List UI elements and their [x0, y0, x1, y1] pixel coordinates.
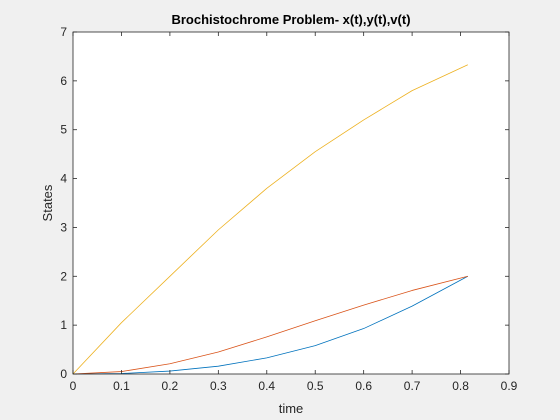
series-line-2 — [72, 275, 468, 375]
y-tick-label: 7 — [60, 25, 67, 39]
y-tick-label: 2 — [60, 269, 67, 283]
y-tick-label: 0 — [60, 367, 67, 381]
series-line-3 — [72, 64, 468, 375]
y-tick-label: 1 — [60, 318, 67, 332]
x-tick-label: 0.9 — [501, 379, 518, 393]
chart-title: Brochistochrome Problem- x(t),y(t),v(t) — [171, 12, 410, 27]
x-tick-label: 0 — [70, 379, 77, 393]
y-tick-label: 3 — [60, 220, 67, 234]
series-line-1 — [72, 275, 469, 375]
y-tick-label: 5 — [60, 123, 67, 137]
axes-box — [72, 31, 510, 375]
x-tick-label: 0.4 — [258, 379, 275, 393]
x-tick-label: 0.5 — [307, 379, 324, 393]
series-layer — [72, 64, 469, 375]
x-tick-label: 0.3 — [210, 379, 227, 393]
x-axis-label: time — [279, 401, 304, 416]
y-tick-label: 6 — [60, 74, 67, 88]
x-tick-label: 0.1 — [113, 379, 130, 393]
y-axis-label: States — [40, 184, 55, 221]
x-tick-label: 0.6 — [355, 379, 372, 393]
plot-area — [73, 32, 509, 374]
x-tick-label: 0.8 — [452, 379, 469, 393]
axes-layer: 0 0.1 0.2 0.3 0.4 0.5 0.6 0.7 0.8 0.9 0 1 2 3 4 5 6 7 — [60, 25, 517, 393]
y-tick-label: 4 — [60, 172, 67, 186]
x-tick-label: 0.7 — [404, 379, 421, 393]
x-tick-label: 0.2 — [162, 379, 179, 393]
